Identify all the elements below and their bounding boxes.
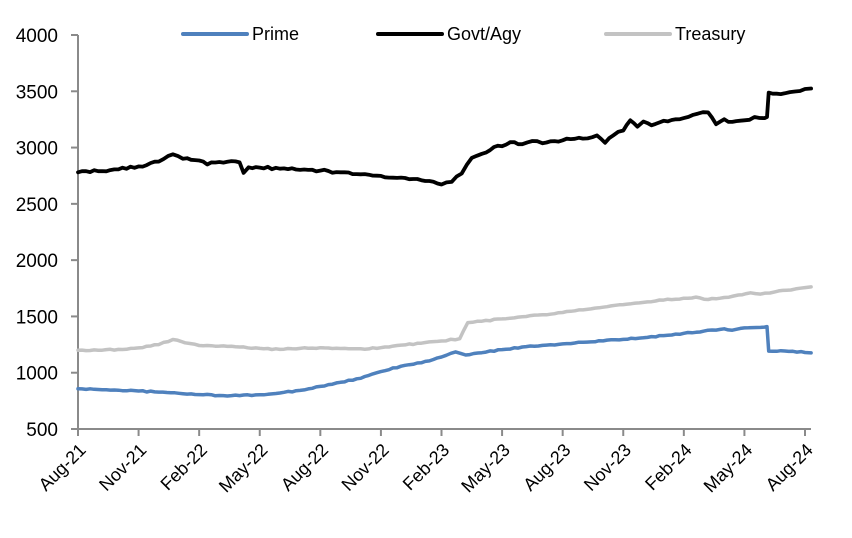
x-axis-label: May-22 xyxy=(215,440,272,497)
y-axis-label: 1500 xyxy=(16,307,58,328)
legend-item-govt-agy: Govt/Agy xyxy=(376,24,521,44)
x-axis-label: Aug-21 xyxy=(35,440,90,495)
y-axis-label: 2500 xyxy=(16,195,58,216)
y-axis-label: 1000 xyxy=(16,364,58,385)
y-axis-label: 2000 xyxy=(16,251,58,272)
x-axis-label: Nov-22 xyxy=(338,440,393,495)
legend-label-govt-agy: Govt/Agy xyxy=(447,24,522,44)
x-axis-label: Aug-22 xyxy=(277,440,332,495)
series-line-govt-agy xyxy=(76,86,813,187)
legend-swatch-prime xyxy=(181,31,249,37)
series-line-prime xyxy=(76,324,813,398)
series-line-treasury xyxy=(76,285,813,353)
legend-swatch-govt-agy xyxy=(376,31,444,37)
y-axis-label: 4000 xyxy=(16,26,58,47)
x-axis-label: Aug-23 xyxy=(519,440,574,495)
x-axis-label: Nov-23 xyxy=(580,440,635,495)
y-axis-label: 500 xyxy=(26,420,58,441)
x-axis-label: Nov-21 xyxy=(95,440,150,495)
y-axis-label: 3000 xyxy=(16,139,58,160)
x-axis-label: Feb-22 xyxy=(157,440,211,494)
x-axis-label: Aug-24 xyxy=(762,440,817,495)
x-axis-label: Feb-23 xyxy=(399,440,453,494)
x-axis-label: Feb-24 xyxy=(641,440,695,494)
legend-swatch-treasury xyxy=(604,31,672,37)
y-axis-label: 3500 xyxy=(16,82,58,103)
legend-item-treasury: Treasury xyxy=(604,24,745,44)
x-axis-label: May-24 xyxy=(700,440,757,497)
legend-label-treasury: Treasury xyxy=(675,24,746,44)
series-lines xyxy=(76,86,813,398)
legend-item-prime: Prime xyxy=(181,24,299,44)
x-axis-label: May-23 xyxy=(457,440,514,497)
legend-label-prime: Prime xyxy=(252,24,300,44)
